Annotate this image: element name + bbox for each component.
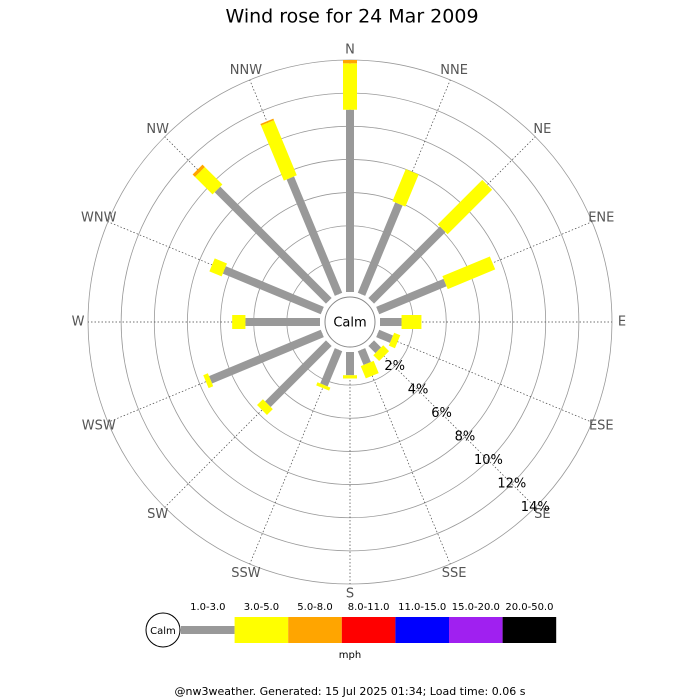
calm-label: Calm <box>333 316 366 331</box>
wind-bar <box>437 179 493 235</box>
legend-label: 8.0-11.0 <box>348 602 390 613</box>
legend-calm-label: Calm <box>150 626 176 637</box>
wind-bar <box>208 329 324 384</box>
spoke <box>361 349 451 565</box>
direction-label: NNW <box>230 63 262 78</box>
legend-label: 3.0-5.0 <box>244 602 279 613</box>
wind-bar <box>265 340 332 407</box>
direction-label: ESE <box>589 419 614 434</box>
ring-label: 6% <box>431 406 452 421</box>
direction-label: SW <box>147 507 168 522</box>
legend-swatch <box>288 617 342 643</box>
direction-label: NE <box>533 122 551 137</box>
wind-bar <box>261 120 297 181</box>
direction-label: WSW <box>82 419 116 434</box>
ring-label: 14% <box>521 500 550 515</box>
wind-bar <box>368 226 446 304</box>
wind-bar <box>260 118 274 126</box>
direction-label: SSE <box>442 566 467 581</box>
wind-bar <box>222 266 324 315</box>
ring-label: 12% <box>497 476 526 491</box>
wind-bar <box>257 399 273 415</box>
ring-label: 8% <box>455 429 476 444</box>
direction-label: NW <box>146 122 169 137</box>
wind-bar <box>214 186 332 304</box>
ring-label: 2% <box>384 359 405 374</box>
wind-bar <box>368 340 382 354</box>
legend-label: 1.0-3.0 <box>190 602 225 613</box>
direction-label: S <box>346 587 354 602</box>
direction-label: WNW <box>81 210 117 225</box>
legend-swatch <box>234 617 289 643</box>
legend-label: 15.0-20.0 <box>452 602 500 613</box>
legend-label: 20.0-50.0 <box>505 602 553 613</box>
spoke <box>370 342 536 508</box>
wind-bar <box>392 169 419 207</box>
legend-swatch <box>395 617 449 643</box>
wind-bar <box>203 373 214 389</box>
wind-bar <box>286 176 343 296</box>
legend-swatch <box>502 617 557 643</box>
legend-label: 5.0-8.0 <box>297 602 332 613</box>
wind-bar <box>320 348 343 387</box>
direction-label: W <box>72 315 85 330</box>
unit-label: mph <box>339 650 361 661</box>
wind-bar <box>376 329 394 343</box>
wind-bar <box>194 166 223 195</box>
direction-label: ENE <box>588 210 614 225</box>
legend-swatch <box>449 617 503 643</box>
ring-label: 10% <box>474 453 503 468</box>
direction-label: N <box>345 43 355 58</box>
legend-swatch <box>341 617 396 643</box>
chart-title: Wind rose for 24 Mar 2009 <box>225 6 478 28</box>
legend-label: 11.0-15.0 <box>398 602 446 613</box>
footer: @nw3weather. Generated: 15 Jul 2025 01:3… <box>175 685 526 698</box>
calm-circle <box>324 296 376 348</box>
wind-bar <box>388 332 401 349</box>
wind-bar <box>192 164 205 177</box>
wind-bar <box>360 360 379 379</box>
wind-bar <box>357 202 403 296</box>
direction-label: NNE <box>440 63 468 78</box>
legend-swatch <box>181 626 235 634</box>
ring-label: 4% <box>408 383 429 398</box>
wind-bar <box>357 348 371 366</box>
wind-bar <box>373 345 390 362</box>
wind-bar <box>442 256 496 290</box>
spoke <box>377 333 593 423</box>
direction-label: SSW <box>231 566 261 581</box>
direction-label: E <box>618 315 626 330</box>
wind-bar <box>209 258 227 277</box>
legend-calm <box>145 612 181 648</box>
wind-bar <box>376 278 447 315</box>
direction-label: SE <box>534 507 550 522</box>
wind-bar <box>316 382 331 391</box>
